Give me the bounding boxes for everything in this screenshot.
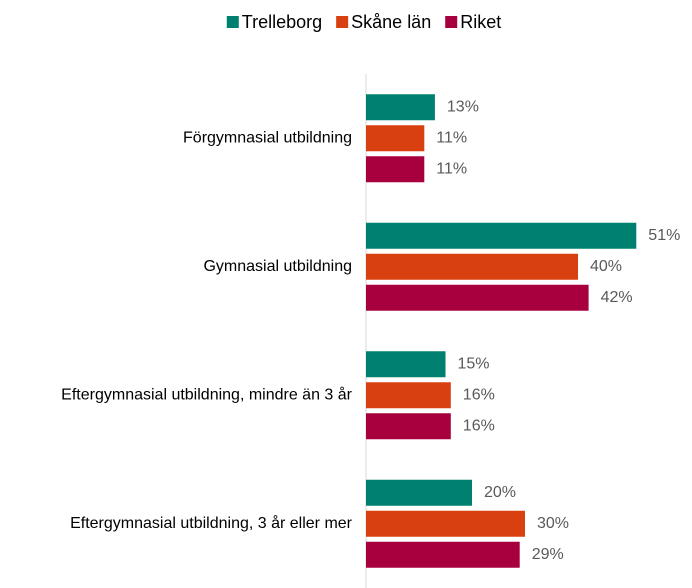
value-label: 20% [484,484,516,501]
category-label: Eftergymnasial utbildning, 3 år eller me… [70,514,353,532]
value-label: 16% [463,386,495,403]
value-label: 51% [648,227,680,244]
category-label: Gymnasial utbildning [203,258,352,275]
bar [366,94,435,121]
value-label: 15% [458,355,490,372]
value-label: 11% [436,129,467,146]
value-label: 11% [436,160,467,177]
legend-label: Trelleborg [242,12,322,32]
bar [366,510,525,537]
legend-swatch [226,16,239,28]
legend-item: Skåne län [336,12,431,32]
legend-label: Skåne län [351,12,431,32]
bar [366,351,446,378]
bar [366,125,425,152]
value-label: 30% [537,515,569,532]
value-label: 42% [601,289,633,306]
bar [366,541,520,568]
legend-item: Riket [445,12,501,32]
value-label: 13% [447,98,479,115]
category-label: Förgymnasial utbildning [183,129,352,146]
legend-swatch [445,16,458,28]
legend-swatch [336,16,349,28]
value-label: 40% [590,258,622,275]
bar [366,222,637,249]
value-label: 16% [463,417,495,434]
bar [366,253,578,280]
bar [366,382,451,409]
bar [366,284,589,311]
bar [366,479,472,506]
category-label: Eftergymnasial utbildning, mindre än 3 å… [61,385,352,403]
bar [366,156,425,183]
legend-label: Riket [460,12,501,32]
legend-item: Trelleborg [226,12,322,32]
bar [366,413,451,440]
value-label: 29% [532,546,564,563]
